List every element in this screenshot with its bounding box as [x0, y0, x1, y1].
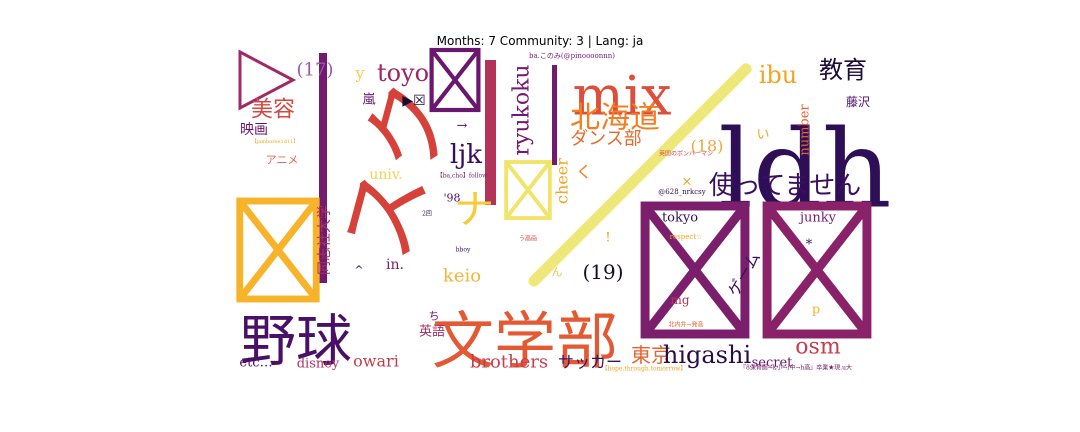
- word: number: [798, 104, 813, 156]
- word: 同志社大学: [317, 205, 333, 275]
- word: respect☆: [670, 233, 703, 241]
- word-double-bar-glyph: [485, 60, 557, 205]
- word: disney: [297, 357, 340, 372]
- word: !: [605, 231, 610, 246]
- word: *: [806, 238, 813, 253]
- word: 北内弁→発音: [668, 321, 703, 329]
- word: (17): [297, 60, 334, 81]
- word: ゲーム: [724, 249, 764, 300]
- word: ダンス部: [570, 129, 642, 150]
- word: 藤沢: [846, 95, 870, 109]
- word: owari: [353, 352, 399, 371]
- word: secret: [752, 356, 794, 371]
- word: p: [812, 303, 820, 318]
- word: →: [457, 119, 468, 134]
- word-slash-glyph: [528, 63, 752, 287]
- word: mg: [670, 293, 689, 307]
- word-box-glyph: [429, 47, 481, 113]
- word-box-glyph: [762, 201, 872, 339]
- word: ナ: [454, 187, 494, 233]
- word-bar-glyph: [319, 53, 327, 283]
- word: 【ba,cho】follow: [437, 173, 488, 180]
- word: 【hope.through.tomorrow】: [602, 366, 687, 373]
- word: 教育: [819, 56, 867, 84]
- word: junky: [798, 211, 837, 226]
- word: (19): [582, 260, 623, 284]
- word: サッカー: [558, 353, 622, 372]
- word: ryukoku: [510, 64, 535, 155]
- word: ^: [354, 264, 363, 277]
- word: 『8保育園→k小→i中→h高』卒業★現.u大: [740, 364, 852, 372]
- chart-title: Months: 7 Community: 3 | Lang: ja: [436, 34, 644, 48]
- word-box-glyph: [236, 197, 320, 303]
- word: く: [576, 163, 592, 182]
- word: osm: [795, 335, 841, 360]
- word: 2回: [422, 211, 432, 218]
- word: etc…: [239, 356, 272, 371]
- word: 使ってません: [709, 171, 862, 201]
- word: toyo: [377, 59, 429, 87]
- word: mix: [573, 65, 672, 128]
- word: 美容: [251, 98, 295, 123]
- word: 映画: [240, 122, 268, 138]
- word: ▶☒: [402, 93, 425, 109]
- word: '98: [443, 192, 460, 205]
- word-box-glyph: [640, 201, 750, 339]
- word: bboy: [456, 247, 471, 254]
- word: brothers: [470, 352, 548, 373]
- word: in.: [386, 257, 404, 273]
- word: cheer: [553, 158, 572, 204]
- word: い: [756, 128, 769, 143]
- word: tokyo: [662, 211, 698, 226]
- word: 【jamboree1d11】: [252, 139, 299, 145]
- word: ba.このみ(@pinoooonnn): [529, 52, 615, 60]
- word: 英語: [419, 324, 445, 340]
- word: 野球: [240, 310, 352, 375]
- word: ljk: [450, 140, 482, 170]
- word: 英国のボンバーマン: [659, 150, 713, 158]
- word-triangle-glyph: [238, 49, 297, 111]
- word: 文学部: [432, 305, 618, 378]
- word: y: [354, 64, 364, 83]
- word: 嵐: [362, 93, 375, 108]
- word: 北海道: [570, 101, 660, 136]
- word: ん: [552, 266, 563, 279]
- word: keio: [443, 266, 481, 287]
- word: ×: [682, 175, 693, 190]
- word: 東京: [631, 343, 671, 367]
- word-box-glyph: [504, 160, 552, 220]
- word: (18): [691, 137, 724, 156]
- word: アニメ: [266, 154, 299, 167]
- word: ち: [429, 310, 440, 323]
- word: higashi: [663, 341, 752, 369]
- word: @628_nrkcsy: [658, 188, 705, 196]
- word: univ.: [369, 167, 402, 183]
- word: う高画: [519, 235, 537, 243]
- word: ibu: [759, 61, 798, 89]
